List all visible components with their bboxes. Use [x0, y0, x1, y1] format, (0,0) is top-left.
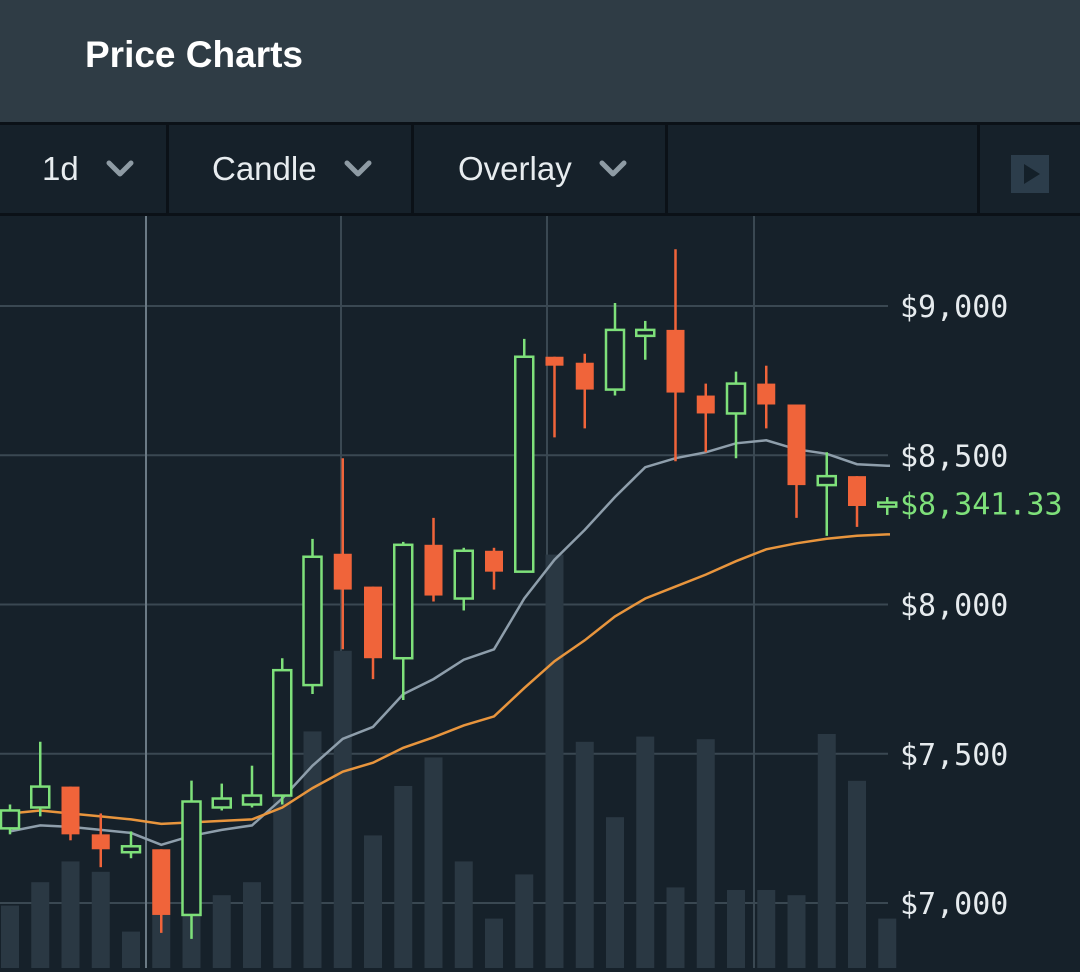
candle-body-up [181, 800, 202, 917]
chart-type-dropdown[interactable]: Candle [212, 125, 373, 213]
candle-body-down [757, 383, 776, 405]
volume-bar [273, 793, 292, 968]
y-tick-label: $8,500 [900, 439, 1008, 474]
volume-bar [485, 918, 503, 968]
volume-bar [727, 890, 745, 968]
volume-bar [817, 734, 836, 968]
volume-bar [454, 861, 473, 968]
candle-body-up [302, 555, 323, 687]
volume-bar [364, 835, 382, 968]
volume-bar [424, 757, 443, 968]
volume-bar [91, 871, 110, 968]
volume-bar [394, 786, 413, 968]
candle-body-down [575, 362, 594, 390]
candle-body-up [514, 355, 535, 573]
candle-body-up [120, 845, 142, 854]
play-button[interactable] [1011, 155, 1049, 193]
volume-bar [878, 918, 897, 968]
candle-body-up [453, 549, 474, 600]
chevron-down-icon [344, 160, 372, 177]
candle-body-up [272, 668, 293, 797]
chevron-down-icon [106, 160, 134, 177]
candle-body-down [666, 329, 685, 393]
candle-body-down [364, 586, 382, 659]
y-tick-label: $8,000 [900, 589, 1008, 624]
candle-body-up [0, 809, 21, 830]
volume-bar [575, 741, 594, 968]
volume-bar [122, 931, 140, 968]
candle-body-up [877, 501, 898, 508]
chevron-down-icon [599, 160, 627, 177]
volume-bar [31, 882, 50, 968]
candle-body-down [424, 544, 443, 596]
play-icon [1024, 164, 1040, 184]
candle-body-down [91, 834, 110, 850]
volume-bar [333, 650, 352, 968]
candle-body-up [30, 785, 51, 809]
overlay-dropdown[interactable]: Overlay [458, 125, 628, 213]
ma-short-line [9, 439, 890, 847]
y-tick-label: $9,000 [900, 290, 1008, 325]
toolbar-divider [665, 125, 668, 213]
overlay-label: Overlay [458, 150, 572, 187]
candle-body-up [725, 382, 747, 415]
volume-bar [757, 890, 776, 968]
candle-body-down [485, 550, 503, 572]
volume-bar [666, 887, 685, 968]
toolbar-divider [411, 125, 414, 213]
volume-bar [606, 817, 624, 968]
candle-body-down [545, 356, 564, 366]
volume-bar [243, 882, 261, 968]
app-header: Price Charts [0, 0, 1080, 122]
chart-type-label: Candle [212, 150, 317, 187]
volume-bar [696, 739, 715, 968]
ma-long-line [9, 533, 890, 826]
candle-body-up [635, 328, 656, 338]
interval-label: 1d [42, 150, 79, 187]
candle-body-down [848, 476, 866, 506]
volume-bar [636, 736, 655, 968]
volume-bar [212, 895, 231, 968]
toolbar-divider [166, 125, 169, 213]
candle-body-down [787, 404, 806, 486]
candlestick-chart-svg: $7,000 $7,500 $8,000 $8,500 $9,000 $8,341.33 [0, 216, 1063, 968]
volume-bar [787, 895, 806, 968]
price-chart[interactable]: $7,000 $7,500 $8,000 $8,500 $9,000 $8,341.33 [0, 216, 1080, 968]
volume-bar [515, 874, 534, 968]
y-tick-label: $7,500 [900, 738, 1008, 773]
candle-body-up [604, 328, 626, 391]
chart-toolbar: 1d Candle Overlay [0, 122, 1080, 216]
candle-body-up [816, 474, 837, 487]
candle-body-up [393, 543, 414, 660]
page-title: Price Charts [85, 34, 303, 75]
candle-body-down [152, 849, 171, 915]
volume-bar [545, 554, 564, 968]
toolbar-divider [977, 125, 980, 213]
interval-dropdown[interactable]: 1d [42, 125, 135, 213]
candle-body-down [333, 553, 352, 590]
candle-body-up [211, 797, 232, 809]
candle-body-up [241, 794, 263, 806]
candle-body-down [696, 395, 715, 414]
last-price-label: $8,341.33 [900, 488, 1063, 523]
volume-bar [848, 780, 866, 968]
candle-body-down [61, 786, 80, 835]
y-tick-label: $7,000 [900, 887, 1008, 922]
volume-bar [61, 861, 80, 968]
volume-bar [1, 905, 19, 968]
